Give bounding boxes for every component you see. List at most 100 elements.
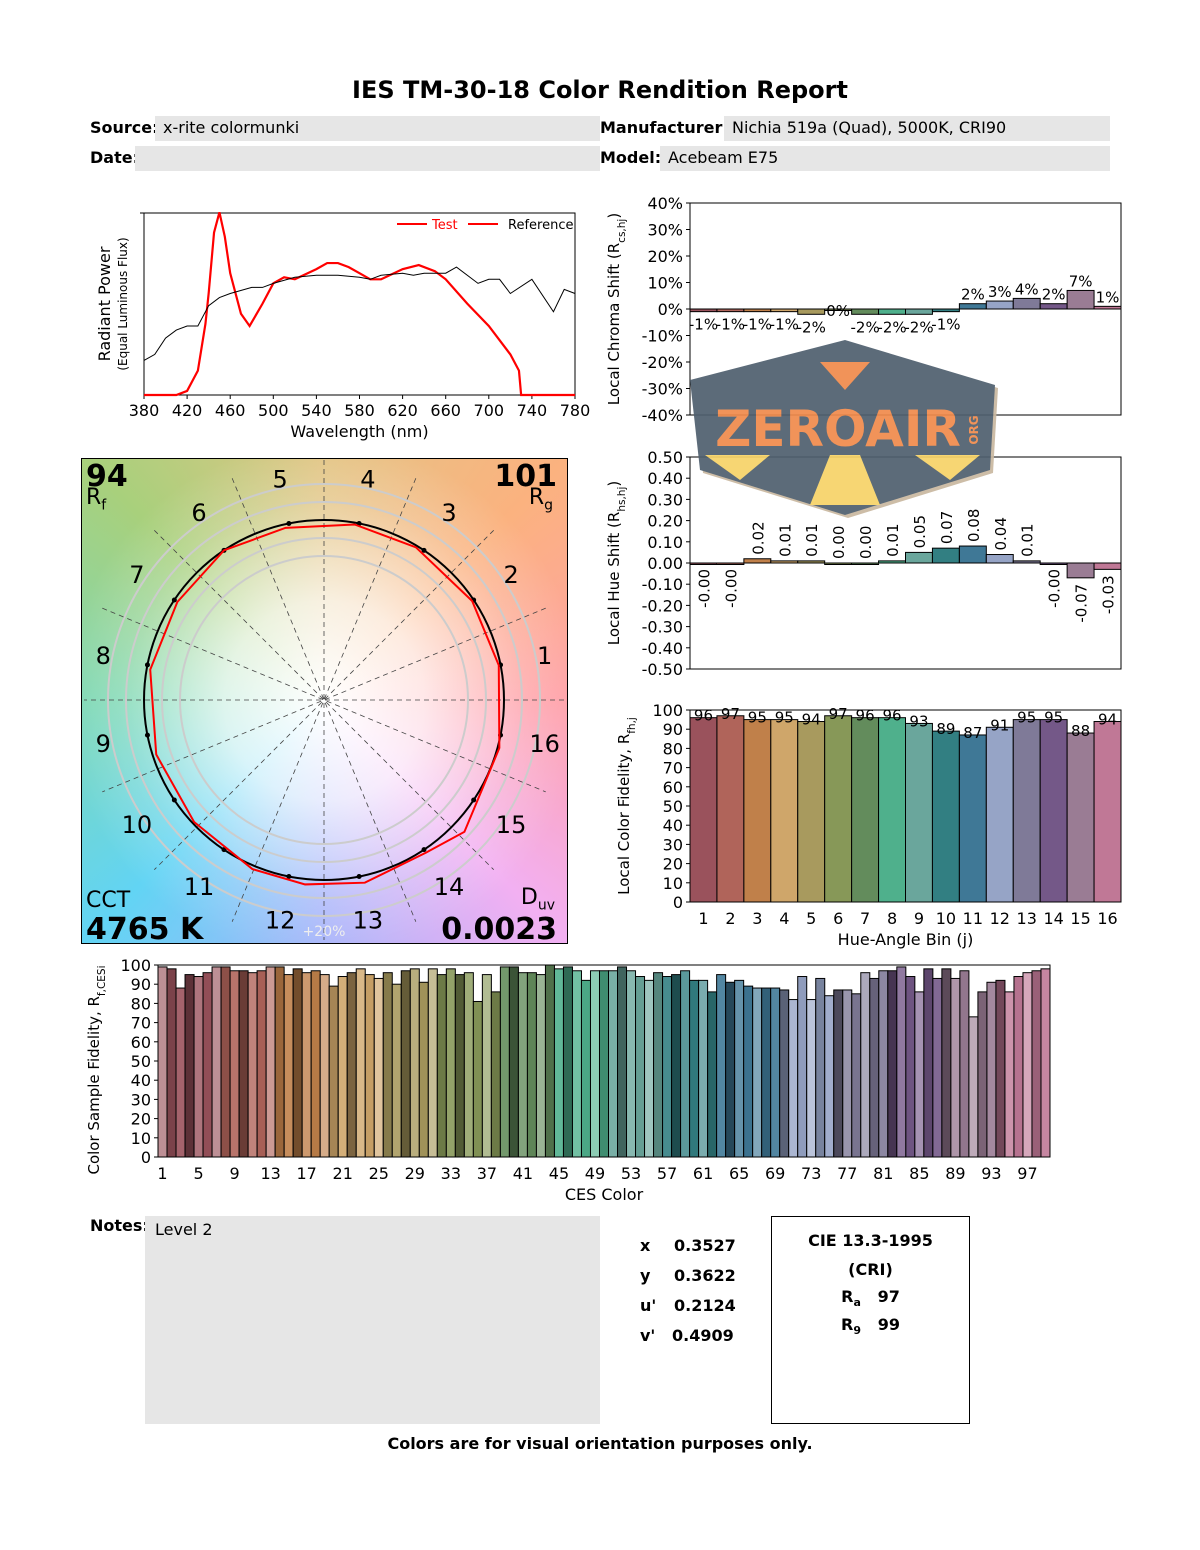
bar-value-label: 2% xyxy=(1042,286,1066,304)
bar-value-label: 3% xyxy=(988,283,1012,301)
ces-bar xyxy=(698,979,709,1158)
ces-bar xyxy=(671,974,682,1158)
fid-bar xyxy=(743,719,772,903)
ces-bar xyxy=(914,991,925,1158)
bin-boundary-line xyxy=(102,607,546,793)
grid-ring xyxy=(179,555,469,845)
bin-number-label: 7 xyxy=(129,561,144,589)
ces-bar xyxy=(202,972,213,1158)
chroma-y-row: y 0.3622 xyxy=(640,1266,736,1285)
reference-point xyxy=(356,874,362,880)
y-tick-label: 20% xyxy=(647,247,683,266)
fid-bar xyxy=(958,734,987,903)
y-axis-label: Local Color Fidelity, Rfh,j xyxy=(615,717,638,895)
ces-bar xyxy=(806,999,817,1158)
duv-label: Duv xyxy=(520,884,555,913)
ces-bar xyxy=(283,974,294,1158)
x-tick-label: 61 xyxy=(693,1164,713,1183)
y-tick-label: 30% xyxy=(647,221,683,240)
hue-bar xyxy=(958,545,987,564)
x-tick-label: 97 xyxy=(1017,1164,1037,1183)
y-tick-label: 40 xyxy=(663,816,683,835)
chroma-bar xyxy=(716,308,745,313)
ces-bar xyxy=(968,1016,979,1158)
x-tick-label: 29 xyxy=(405,1164,425,1183)
ces-bar xyxy=(499,966,510,1158)
x-tick-label: 660 xyxy=(430,401,461,420)
bar-value-label: 94 xyxy=(802,711,821,729)
bar-value-label: 0.00 xyxy=(830,526,848,559)
bar-value-label: 97 xyxy=(829,705,848,723)
logo-suffix: ORG xyxy=(967,415,981,444)
hue-bar xyxy=(770,560,799,564)
ces-bar xyxy=(238,970,249,1158)
x-tick-label: 73 xyxy=(801,1164,821,1183)
chroma-bar xyxy=(851,308,880,315)
y-tick-label: -0.40 xyxy=(642,639,683,658)
ces-bar xyxy=(1013,976,1024,1158)
hue-bar xyxy=(1066,562,1095,579)
x-tick-label: 460 xyxy=(215,401,246,420)
bin-number-label: 16 xyxy=(529,730,560,758)
ces-bar xyxy=(337,976,348,1158)
bar-value-label: 0.01 xyxy=(803,523,821,556)
grid-ring xyxy=(161,537,487,863)
notes-field: Level 2 xyxy=(145,1216,600,1424)
bar-value-label: -0.00 xyxy=(1046,569,1064,608)
bin-number-label: 4 xyxy=(360,465,375,493)
bin-number-label: 14 xyxy=(434,873,465,901)
ces-bar xyxy=(797,976,808,1158)
y-tick-label: 80 xyxy=(663,739,683,758)
ces-bar xyxy=(472,1000,483,1158)
x-tick-label: 37 xyxy=(477,1164,497,1183)
x-axis-label: CES Color xyxy=(565,1185,644,1204)
x-tick-label: 41 xyxy=(513,1164,533,1183)
ces-bar xyxy=(544,964,555,1158)
bin-number-label: 10 xyxy=(122,811,153,839)
ces-bar xyxy=(220,966,231,1158)
fid-bar xyxy=(1093,721,1122,903)
ring-label: +20% xyxy=(303,924,346,940)
y-tick-label: 50 xyxy=(663,797,683,816)
ces-bar xyxy=(265,966,276,1158)
source-label: Source: xyxy=(90,118,159,137)
bar-value-label: -0.00 xyxy=(695,569,713,608)
x-tick-label: 1 xyxy=(698,909,708,928)
ces-bar xyxy=(851,993,862,1158)
ces-bar xyxy=(571,970,582,1158)
bar-value-label: 0.01 xyxy=(776,523,794,556)
duv-value: 0.0023 xyxy=(441,912,557,944)
x-tick-label: 700 xyxy=(474,401,505,420)
chroma-bar xyxy=(1093,305,1122,310)
x-tick-label: 13 xyxy=(260,1164,280,1183)
hue-bar xyxy=(878,560,906,564)
ces-bar xyxy=(526,972,537,1158)
ces-bar xyxy=(815,977,826,1158)
ces-bar xyxy=(445,968,456,1158)
bin-boundary-line xyxy=(102,607,546,793)
y-tick-label: 10% xyxy=(647,274,683,293)
bar-value-label: -1% xyxy=(716,316,745,334)
legend-label-test: Test xyxy=(431,218,458,233)
y-axis-label: Local Hue Shift (Rhs,hj) xyxy=(605,481,628,645)
ces-bar xyxy=(788,999,799,1158)
bar-value-label: -2% xyxy=(877,318,906,336)
ces-bar xyxy=(409,968,420,1158)
y-tick-label: 90 xyxy=(131,975,151,994)
bar-value-label: 95 xyxy=(1017,709,1036,727)
y-tick-label: 50 xyxy=(131,1052,151,1071)
bar-value-label: 0.00 xyxy=(857,526,875,559)
test-polygon xyxy=(149,523,501,886)
reference-circle xyxy=(143,519,505,881)
ces-bar xyxy=(950,977,961,1158)
bar-value-label: 1% xyxy=(1096,288,1120,306)
x-tick-label: 4 xyxy=(779,909,789,928)
fid-bar xyxy=(716,715,745,903)
hue-bar xyxy=(931,547,960,564)
ces-bar xyxy=(626,970,637,1158)
ces-bar xyxy=(770,987,781,1158)
date-field xyxy=(135,146,600,171)
y-tick-label: 100 xyxy=(652,701,683,720)
fid-bar xyxy=(824,715,853,903)
